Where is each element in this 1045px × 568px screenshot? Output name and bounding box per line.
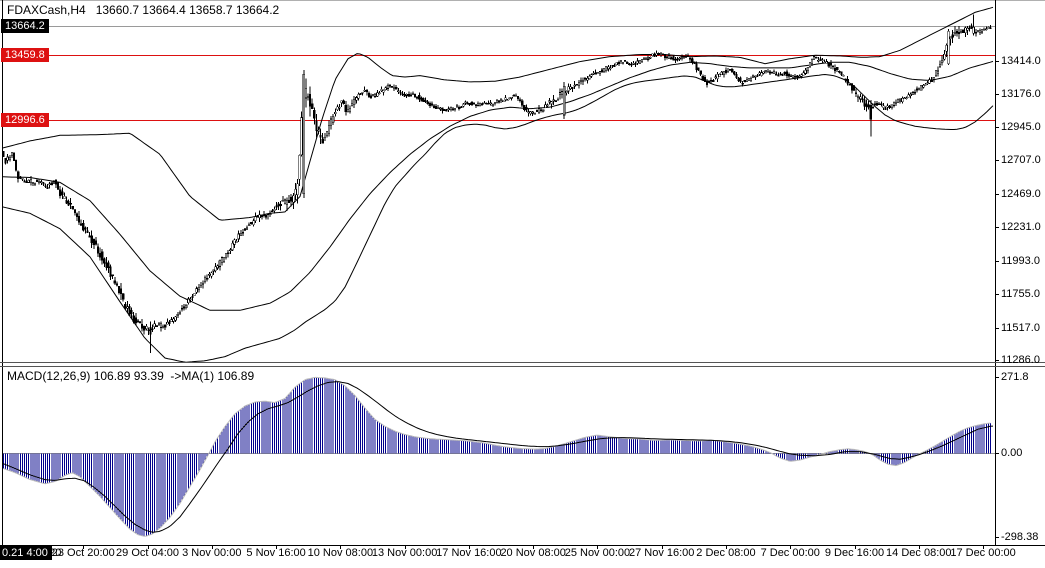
- support-level-badge: 12996.6: [1, 112, 49, 127]
- time-axis-label: 25 Nov 00:00: [564, 547, 631, 559]
- time-axis-label: 20 Nov 08:00: [500, 547, 566, 559]
- indicator-axis-label: 0.00: [1001, 447, 1023, 459]
- time-axis-label: 3 Nov 00:00: [182, 547, 242, 559]
- indicator-axis-label: 271.8: [1001, 370, 1029, 383]
- time-axis-label: 10 Nov 08:00: [307, 547, 374, 559]
- time-axis-label: 7 Dec 00:00: [760, 547, 820, 559]
- price-axis-label: 12707.0: [1001, 154, 1041, 167]
- time-axis-label: 2 Dec 08:00: [696, 547, 756, 559]
- price-axis-label: 12231.0: [1001, 221, 1041, 234]
- chart-title: FDAXCash,H4 13660.7 13664.4 13658.7 13664…: [7, 3, 279, 17]
- indicator-axis-label: -298.38: [1001, 530, 1039, 543]
- time-axis-label: 13 Nov 00:00: [371, 547, 438, 559]
- price-axis[interactable]: 13414.0 13176.0 12945.0 12707.0 12469.0 12231…: [996, 0, 1045, 545]
- price-axis-label: 12945.0: [1001, 120, 1041, 133]
- price-axis-label: 11517.0: [1001, 321, 1040, 334]
- chart-ohlc-values: 13660.7 13664.4 13658.7 13664.2: [95, 3, 280, 17]
- price-axis-label: 11286.0: [1001, 354, 1040, 366]
- price-axis-label: 13176.0: [1001, 88, 1041, 101]
- time-axis-label: 9 Dec 16:00: [824, 547, 885, 559]
- time-axis-label: 17 Nov 16:00: [436, 547, 502, 559]
- time-axis-label: 23 Oct 20:00: [51, 547, 115, 559]
- time-axis-label: 27 Nov 16:00: [628, 547, 695, 559]
- price-axis-label: 13414.0: [1001, 55, 1041, 67]
- price-axis-label: 12469.0: [1001, 187, 1041, 200]
- time-cursor-badge: 0.21 4:00: [0, 546, 52, 560]
- price-axis-label: 11993.0: [1001, 254, 1040, 267]
- resistance-level-badge: 13459.8: [1, 47, 49, 62]
- bid-price-badge: 13664.2: [1, 18, 49, 33]
- chart-symbol-period: FDAXCash,H4: [7, 3, 86, 17]
- time-axis-label: 5 Nov 16:00: [246, 547, 306, 559]
- time-axis-label: 17 Dec 00:00: [950, 547, 1016, 559]
- time-axis[interactable]: 0.21 4:00 020 23 Oct 20:00 29 Oct 04:00 3 …: [0, 546, 1045, 568]
- indicator-label: MACD(12,26,9) 106.89 93.39 ->MA(1) 106.8…: [7, 369, 255, 383]
- time-axis-label: 14 Dec 08:00: [886, 547, 952, 559]
- time-axis-label: 29 Oct 04:00: [116, 547, 180, 559]
- price-axis-label: 11755.0: [1001, 288, 1040, 301]
